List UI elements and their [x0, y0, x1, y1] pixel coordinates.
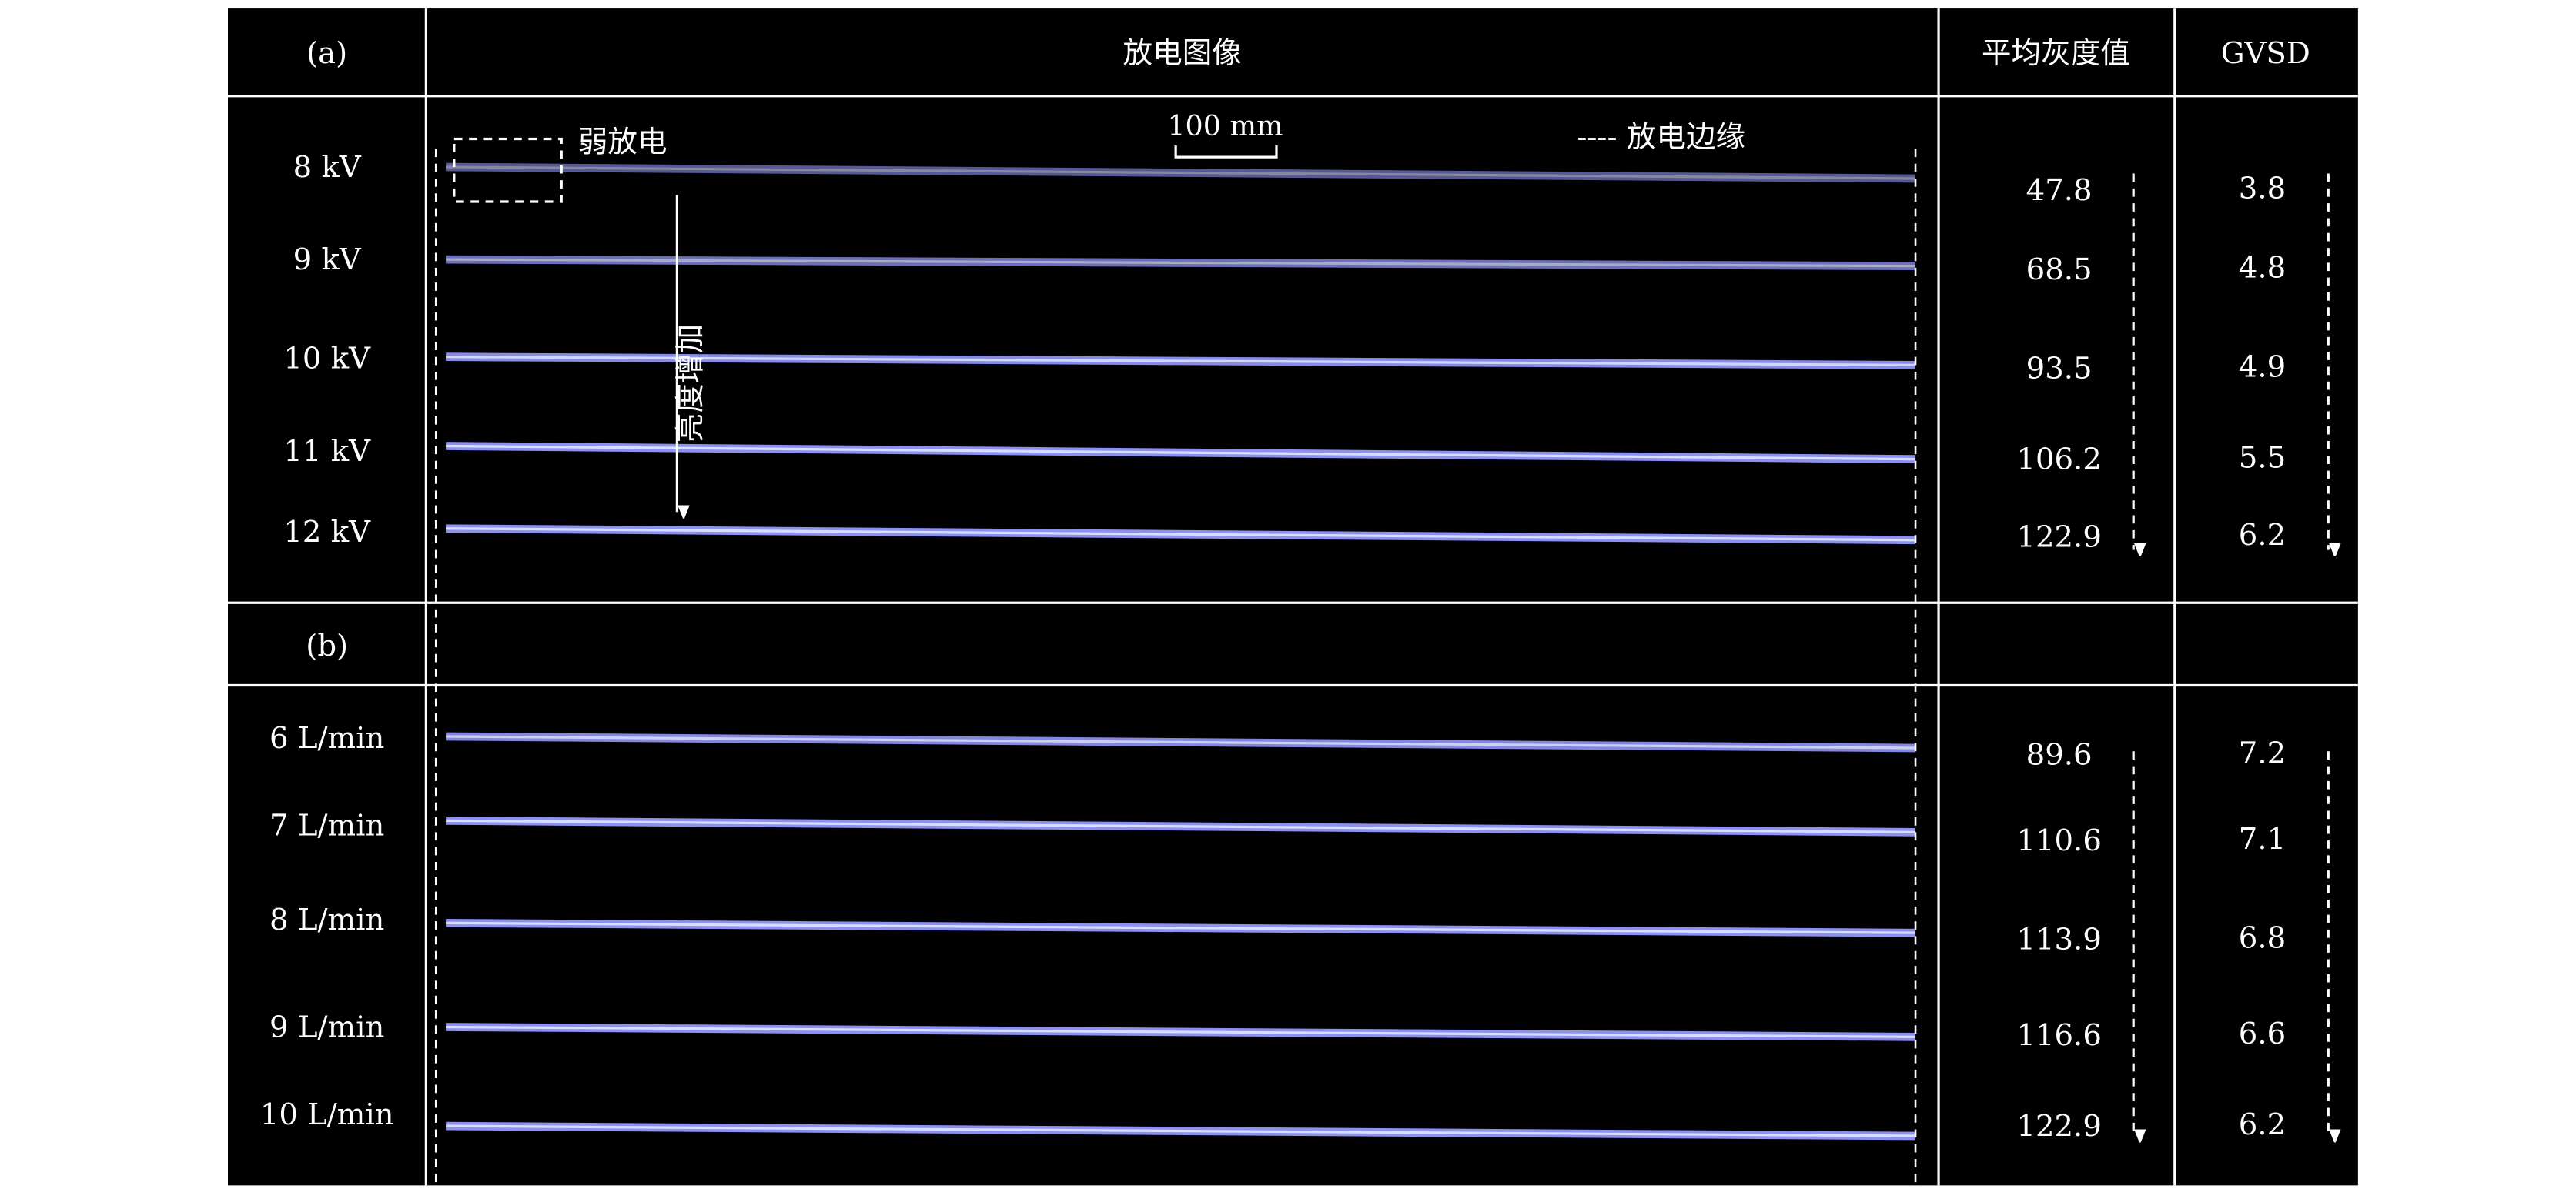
trend-arrows — [2132, 173, 2328, 1136]
scale-bar-label: 100 mm — [1167, 109, 1283, 142]
discharge-images — [446, 162, 1916, 1141]
condition-label: 10 kV — [283, 342, 371, 376]
condition-label: 11 kV — [283, 434, 371, 469]
brightness-increase-label: 亮度增加 — [673, 324, 708, 443]
discharge-line — [446, 732, 1916, 753]
image-column-header: 放电图像 — [1123, 36, 1242, 71]
gvsd-value: 7.2 — [2239, 736, 2286, 770]
condition-label: 12 kV — [283, 515, 371, 549]
mean-gray-value: 122.9 — [2016, 519, 2102, 554]
gvsd-value: 6.6 — [2239, 1017, 2286, 1051]
gvsd-value: 5.5 — [2239, 440, 2286, 475]
mean-gray-value: 93.5 — [2026, 352, 2093, 386]
table-row: 11 kV 106.2 5.5 — [283, 434, 2286, 477]
table-row: 12 kV 122.9 6.2 — [283, 515, 2286, 554]
panel-background — [227, 8, 2358, 1186]
weak-discharge-label: 弱放电 — [578, 125, 667, 160]
mean-gray-value: 89.6 — [2026, 737, 2093, 772]
gvsd-value: 4.9 — [2239, 349, 2286, 384]
condition-label: 10 L/min — [260, 1097, 394, 1132]
table-row: 7 L/min 110.6 7.1 — [269, 809, 2286, 858]
condition-label: 6 L/min — [269, 721, 384, 756]
mean-gray-value: 106.2 — [2016, 442, 2102, 476]
discharge-line — [446, 918, 1916, 937]
table-row: 10 kV 93.5 4.9 — [283, 342, 2286, 386]
table-row: 10 L/min 122.9 6.2 — [260, 1097, 2286, 1144]
condition-label: 9 kV — [293, 242, 362, 277]
discharge-line — [446, 442, 1916, 463]
gvsd-value: 7.1 — [2239, 822, 2286, 857]
discharge-line — [446, 524, 1916, 545]
condition-label: 8 kV — [293, 150, 362, 185]
condition-label: 9 L/min — [269, 1010, 384, 1044]
gvsd-value: 3.8 — [2239, 172, 2286, 206]
table-row: 9 L/min 116.6 6.6 — [269, 1010, 2286, 1053]
discharge-line — [446, 255, 1916, 271]
condition-label: 8 L/min — [269, 903, 384, 937]
gvsd-value: 4.8 — [2239, 251, 2286, 286]
mean-gray-value: 47.8 — [2026, 173, 2093, 208]
mean-gray-value: 110.6 — [2016, 823, 2102, 858]
mean-gray-value: 68.5 — [2026, 252, 2093, 287]
gvsd-value: 6.2 — [2239, 1107, 2286, 1142]
panel-b-label: (b) — [306, 629, 348, 663]
table-grid — [227, 8, 2358, 1186]
table-row: 9 kV 68.5 4.8 — [293, 242, 2287, 287]
mean-gray-column-header: 平均灰度值 — [1982, 36, 2130, 71]
discharge-line — [446, 1023, 1916, 1041]
discharge-line — [446, 816, 1916, 837]
gvsd-value: 6.8 — [2239, 921, 2286, 956]
discharge-line — [446, 352, 1916, 369]
panel-a-label: (a) — [306, 36, 347, 71]
condition-label: 7 L/min — [269, 809, 384, 843]
discharge-line — [446, 162, 1916, 183]
table-row: 6 L/min 89.6 7.2 — [269, 721, 2286, 772]
discharge-line — [446, 1121, 1916, 1141]
mean-gray-value: 116.6 — [2016, 1018, 2102, 1053]
discharge-edge-legend: ---- 放电边缘 — [1577, 120, 1745, 155]
gvsd-column-header: GVSD — [2221, 36, 2310, 71]
scale-bar — [1174, 145, 1278, 159]
mean-gray-value: 113.9 — [2016, 923, 2102, 957]
table-row: 8 kV 47.8 3.8 — [293, 150, 2287, 208]
gvsd-value: 6.2 — [2239, 518, 2286, 553]
mean-gray-value: 122.9 — [2016, 1109, 2102, 1144]
table-row: 8 L/min 113.9 6.8 — [269, 903, 2286, 957]
weak-discharge-box — [453, 137, 563, 203]
